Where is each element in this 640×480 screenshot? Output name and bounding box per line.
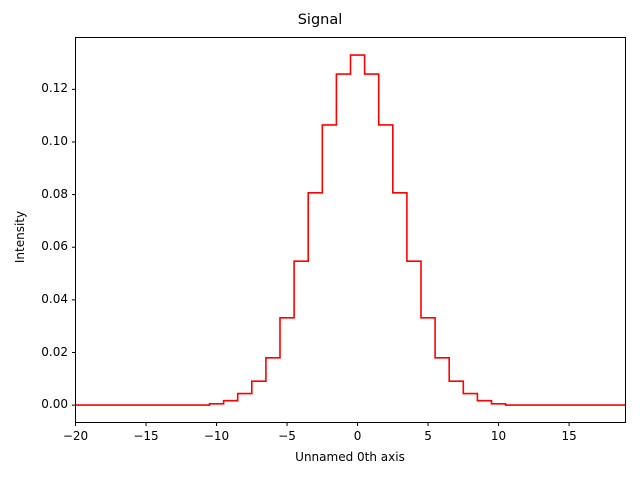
chart-title: Signal [297, 12, 343, 28]
y-tick-label: 0.12 [41, 81, 68, 96]
signal-line [75, 54, 626, 406]
x-tick-label: 15 [561, 428, 577, 443]
y-tick-label: 0.04 [41, 291, 68, 306]
x-axis-ticks [75, 422, 570, 426]
y-tick-label: 0.00 [41, 397, 68, 412]
y-tick-label: 0.10 [41, 133, 68, 148]
y-tick-label: 0.02 [41, 344, 68, 359]
y-tick-label: 0.06 [41, 239, 68, 254]
x-tick-label: 10 [490, 428, 507, 443]
y-axis-ticks [72, 88, 76, 406]
y-tick-label: 0.08 [41, 186, 68, 201]
x-tick-label: −5 [278, 428, 296, 443]
x-tick-label: −15 [133, 428, 159, 443]
x-tick-label: 0 [353, 428, 362, 443]
x-tick-label: 5 [424, 428, 432, 443]
x-axis-label: Unnamed 0th axis [295, 450, 405, 464]
y-axis-label: Intensity [13, 210, 27, 264]
x-tick-label: −20 [62, 428, 89, 443]
axes-frame [75, 37, 626, 423]
x-tick-label: −10 [203, 428, 230, 443]
